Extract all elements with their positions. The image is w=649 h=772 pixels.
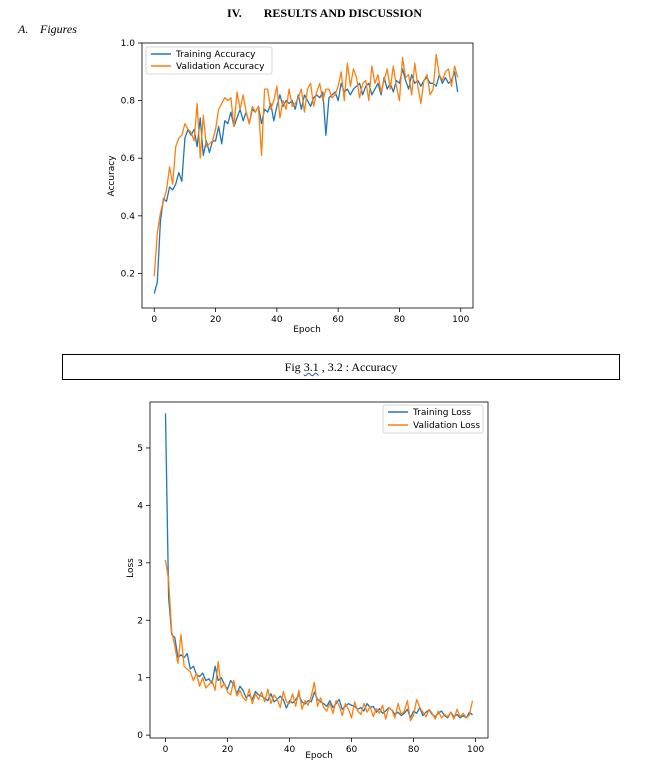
loss-y-axis-label: Loss (126, 558, 136, 578)
loss-legend-training: Training Loss (412, 408, 471, 418)
loss-x-tick-label: 100 (467, 745, 484, 755)
accuracy-legend-validation: Validation Accuracy (176, 62, 265, 72)
loss-y-tick-label: 3 (137, 559, 143, 569)
loss-series-layer (164, 413, 474, 722)
loss-y-tick-label: 1 (137, 674, 143, 684)
accuracy-legend-training: Training Accuracy (175, 50, 256, 60)
loss-series-validation-line (164, 559, 474, 722)
subsection-heading: A. Figures (18, 22, 77, 37)
caption-prefix: Fig (284, 360, 304, 374)
caption-figure-number: 3.1 (303, 360, 319, 374)
loss-x-tick-label: 0 (163, 745, 169, 755)
accuracy-chart: 0 20 40 60 80 100 0.2 0.4 0.6 0.8 1.0 Epoch Accur… (107, 39, 474, 335)
loss-y-tick-label: 5 (137, 444, 143, 454)
accuracy-y-ticks: 0.2 0.4 0.6 0.8 1.0 (121, 39, 142, 279)
loss-x-tick-label: 80 (408, 745, 420, 755)
figure-caption: Fig 3.1 , 3.2 : Accuracy (62, 354, 620, 380)
section-heading: IV. RESULTS AND DISCUSSION (0, 6, 649, 21)
accuracy-series-validation-line (153, 53, 459, 277)
section-title: RESULTS AND DISCUSSION (263, 6, 423, 20)
accuracy-y-axis-label: Accuracy (107, 155, 117, 197)
accuracy-legend-frame (145, 46, 273, 75)
loss-y-ticks: 0 1 2 3 4 5 (137, 444, 150, 741)
accuracy-x-tick-label: 60 (332, 315, 344, 325)
loss-chart: 0 20 40 60 80 100 0 1 2 3 4 5 Epoch Loss Training … (126, 401, 489, 761)
loss-x-tick-label: 60 (346, 745, 358, 755)
accuracy-x-tick-label: 0 (151, 315, 157, 325)
loss-x-tick-label: 20 (222, 745, 234, 755)
accuracy-y-tick-label: 0.6 (121, 154, 136, 164)
accuracy-y-tick-label: 0.4 (121, 212, 136, 222)
accuracy-x-tick-label: 20 (210, 315, 222, 325)
loss-y-tick-label: 2 (137, 616, 143, 626)
loss-legend-validation: Validation Loss (413, 421, 480, 431)
loss-x-tick-label: 40 (284, 745, 296, 755)
loss-y-tick-label: 4 (137, 501, 143, 511)
loss-x-axis-label: Epoch (305, 751, 333, 761)
accuracy-x-tick-label: 40 (271, 315, 283, 325)
caption-rest: , 3.2 : Accuracy (318, 360, 398, 374)
accuracy-y-tick-label: 0.2 (121, 269, 135, 279)
accuracy-legend: Training Accuracy Validation Accuracy (145, 46, 273, 75)
loss-plot-frame (149, 401, 489, 739)
loss-legend: Training Loss Validation Loss (382, 404, 484, 434)
accuracy-series-layer (153, 53, 459, 294)
accuracy-y-tick-label: 1.0 (121, 39, 136, 49)
accuracy-x-ticks: 0 20 40 60 80 100 (151, 308, 470, 325)
accuracy-y-tick-label: 0.8 (121, 97, 136, 107)
loss-y-tick-label: 0 (137, 731, 143, 741)
section-number: IV. (226, 6, 242, 20)
accuracy-x-tick-label: 80 (394, 315, 406, 325)
subsection-letter: A. (18, 22, 29, 36)
accuracy-x-tick-label: 100 (452, 315, 469, 325)
accuracy-x-axis-label: Epoch (293, 325, 321, 335)
loss-x-ticks: 0 20 40 60 80 100 (163, 738, 484, 755)
subsection-title: Figures (40, 22, 77, 36)
